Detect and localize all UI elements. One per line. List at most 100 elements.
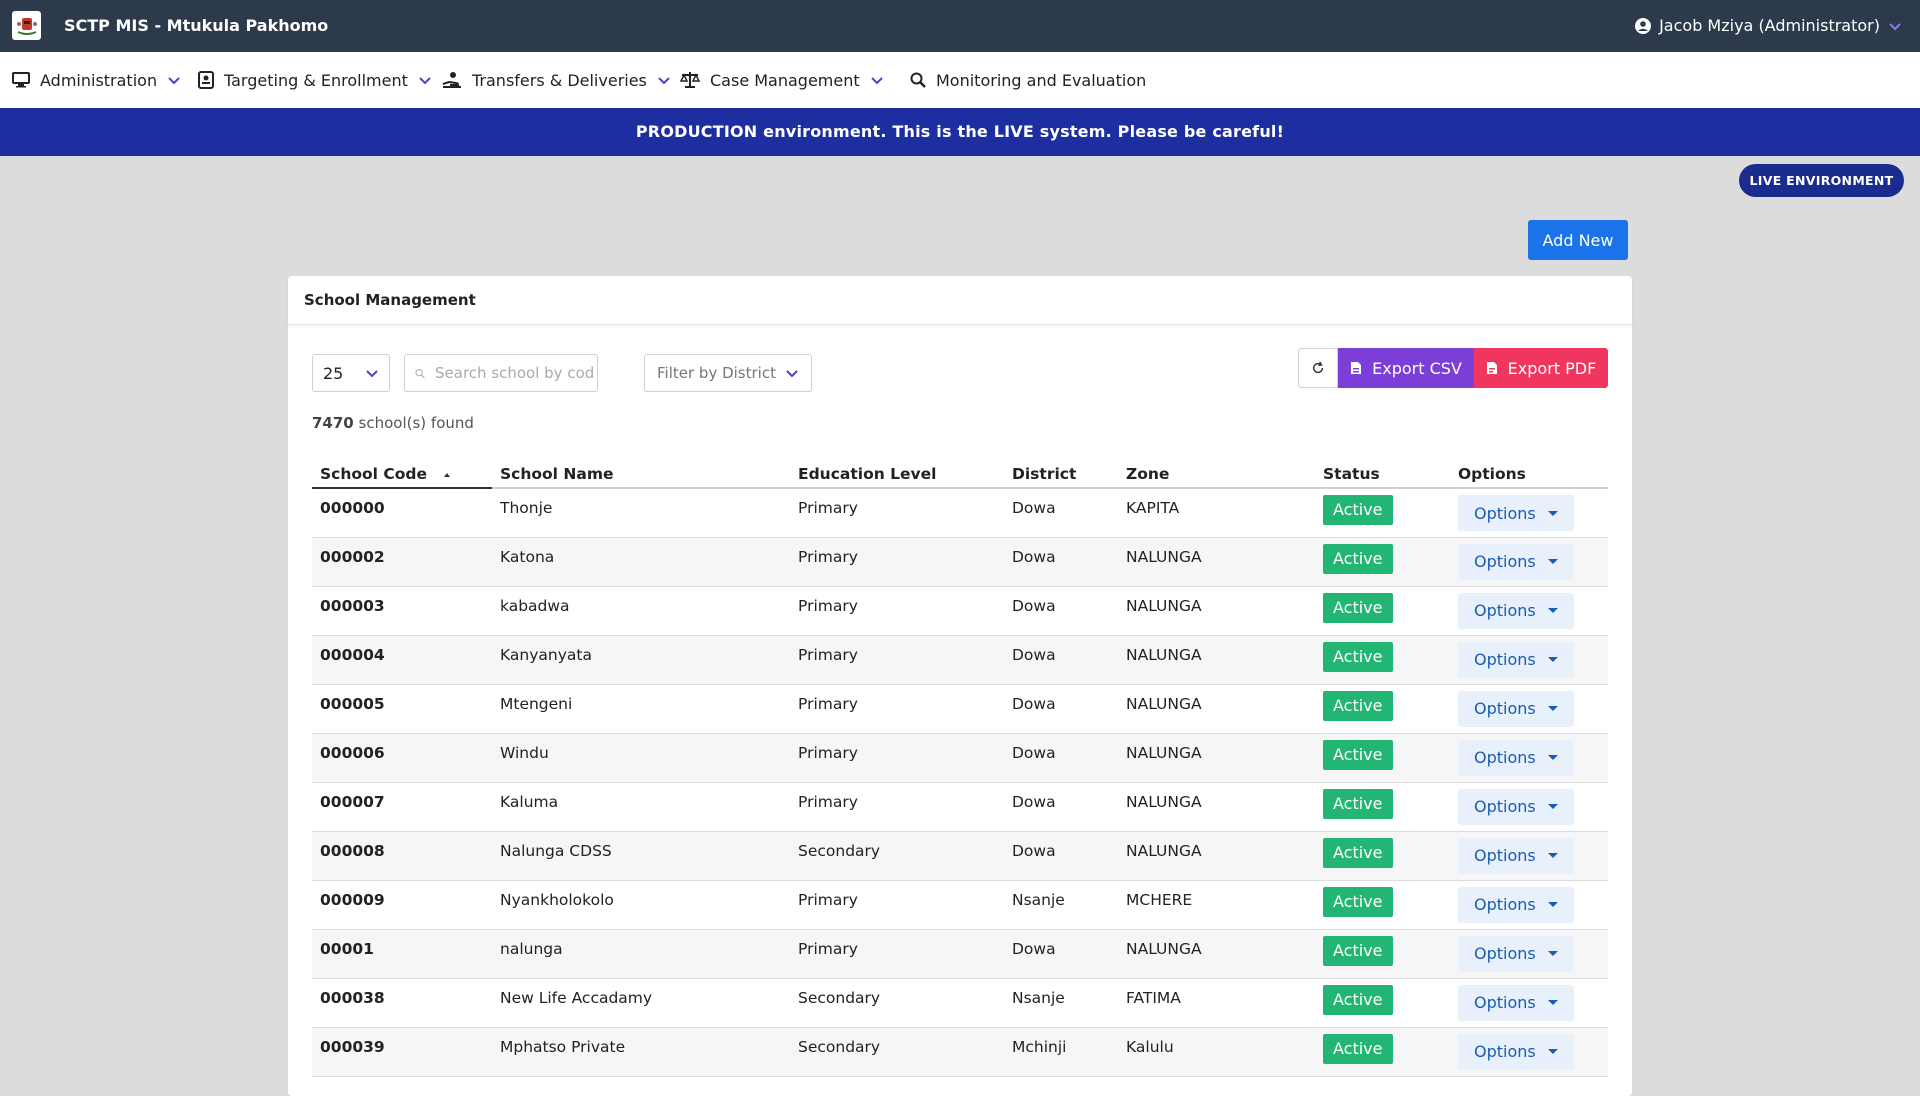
chevron-down-icon (870, 75, 884, 85)
export-csv-button[interactable]: Export CSV (1338, 348, 1474, 388)
district-cell: Nsanje (1004, 978, 1118, 1028)
options-dropdown-button[interactable]: Options (1458, 690, 1574, 727)
options-label: Options (1474, 1042, 1536, 1061)
nav-label: Targeting & Enrollment (224, 70, 408, 90)
id-card-icon (198, 71, 214, 89)
file-pdf-icon (1486, 362, 1497, 374)
school-code-cell: 000039 (312, 1027, 492, 1077)
options-dropdown-button[interactable]: Options (1458, 984, 1574, 1021)
zone-cell: NALUNGA (1118, 537, 1315, 587)
education-level-cell: Primary (790, 684, 1004, 734)
school-name-cell: Kanyanyata (492, 635, 790, 685)
district-cell: Dowa (1004, 831, 1118, 881)
school-name-cell: Mphatso Private (492, 1027, 790, 1077)
status-cell: Active (1315, 537, 1450, 587)
column-header-district[interactable]: District (1004, 458, 1118, 489)
options-dropdown-button[interactable]: Options (1458, 1033, 1574, 1070)
options-cell: Options (1450, 929, 1608, 979)
options-dropdown-button[interactable]: Options (1458, 935, 1574, 972)
column-header-school-name[interactable]: School Name (492, 458, 790, 489)
nav-case-management[interactable]: Case Management (680, 52, 884, 108)
zone-cell: FATIMA (1118, 978, 1315, 1028)
zone-cell: NALUNGA (1118, 586, 1315, 636)
school-code-cell: 000008 (312, 831, 492, 881)
chevron-down-icon (1889, 23, 1901, 31)
education-level-cell: Primary (790, 586, 1004, 636)
school-name-cell: Mtengeni (492, 684, 790, 734)
nav-label: Administration (40, 70, 158, 90)
options-dropdown-button[interactable]: Options (1458, 886, 1574, 923)
options-label: Options (1474, 797, 1536, 816)
options-cell: Options (1450, 488, 1608, 538)
education-level-cell: Secondary (790, 978, 1004, 1028)
options-dropdown-button[interactable]: Options (1458, 837, 1574, 874)
options-dropdown-button[interactable]: Options (1458, 739, 1574, 776)
zone-cell: MCHERE (1118, 880, 1315, 930)
column-header-school-code[interactable]: School Code (312, 458, 492, 489)
options-dropdown-button[interactable]: Options (1458, 788, 1574, 825)
nav-label: Case Management (710, 70, 860, 90)
school-name-cell: kabadwa (492, 586, 790, 636)
district-filter-placeholder: Filter by District (657, 364, 776, 382)
caret-down-icon (1547, 657, 1558, 662)
column-header-zone[interactable]: Zone (1118, 458, 1315, 489)
card-title: School Management (304, 291, 476, 309)
production-warning-banner: PRODUCTION environment. This is the LIVE… (0, 108, 1920, 156)
caret-down-icon (1547, 902, 1558, 907)
column-header-options: Options (1450, 458, 1608, 489)
zone-cell: NALUNGA (1118, 929, 1315, 979)
nav-targeting-enrollment[interactable]: Targeting & Enrollment (198, 52, 432, 108)
table-body: 000000 Thonje Primary Dowa KAPITA Active Optio… (312, 488, 1608, 1077)
options-dropdown-button[interactable]: Options (1458, 495, 1574, 531)
education-level-cell: Primary (790, 782, 1004, 832)
school-code-cell: 000004 (312, 635, 492, 685)
table-row: 000004 Kanyanyata Primary Dowa NALUNGA Active… (312, 635, 1608, 685)
search-icon (415, 368, 425, 378)
options-cell: Options (1450, 635, 1608, 685)
column-header-education-level[interactable]: Education Level (790, 458, 1004, 489)
app-logo[interactable] (12, 11, 41, 40)
scale-icon (680, 72, 700, 88)
options-cell: Options (1450, 733, 1608, 783)
file-csv-icon (1351, 362, 1362, 374)
app-title[interactable]: SCTP MIS - Mtukula Pakhomo (64, 16, 329, 35)
school-code-cell: 00001 (312, 929, 492, 979)
zone-cell: NALUNGA (1118, 733, 1315, 783)
education-level-cell: Primary (790, 635, 1004, 685)
nav-transfers-deliveries[interactable]: Transfers & Deliveries (442, 52, 671, 108)
schools-table: School Code School Name Education Level … (312, 458, 1608, 1077)
district-cell: Dowa (1004, 537, 1118, 587)
user-menu[interactable]: Jacob Mziya (Administrator) (1635, 0, 1902, 52)
nav-monitoring-evaluation[interactable]: Monitoring and Evaluation (910, 52, 1146, 108)
options-dropdown-button[interactable]: Options (1458, 592, 1574, 629)
caret-down-icon (1547, 951, 1558, 956)
add-new-button[interactable]: Add New (1528, 220, 1628, 260)
refresh-button[interactable] (1298, 348, 1338, 388)
column-header-status[interactable]: Status (1315, 458, 1450, 489)
options-cell: Options (1450, 586, 1608, 636)
district-filter-select[interactable]: Filter by District (644, 354, 812, 392)
district-cell: Dowa (1004, 635, 1118, 685)
search-input[interactable] (433, 363, 597, 383)
results-count-number: 7470 (312, 414, 354, 432)
caret-down-icon (1547, 755, 1558, 760)
export-pdf-button[interactable]: Export PDF (1474, 348, 1608, 388)
options-dropdown-button[interactable]: Options (1458, 543, 1574, 580)
options-label: Options (1474, 895, 1536, 914)
school-code-cell: 000000 (312, 488, 492, 538)
table-row: 000008 Nalunga CDSS Secondary Dowa NALUNGA Ac… (312, 831, 1608, 881)
card-header: School Management (288, 276, 1632, 325)
options-label: Options (1474, 503, 1536, 523)
options-label: Options (1474, 699, 1536, 718)
options-dropdown-button[interactable]: Options (1458, 641, 1574, 678)
search-box (404, 354, 598, 392)
district-cell: Mchinji (1004, 1027, 1118, 1077)
nav-administration[interactable]: Administration (12, 52, 181, 108)
options-cell: Options (1450, 1027, 1608, 1077)
search-icon (910, 72, 926, 88)
coat-of-arms-icon (16, 17, 37, 35)
status-badge: Active (1323, 641, 1393, 672)
options-label: Options (1474, 846, 1536, 865)
page-size-select[interactable]: 25 (312, 354, 390, 392)
status-badge: Active (1323, 886, 1393, 917)
